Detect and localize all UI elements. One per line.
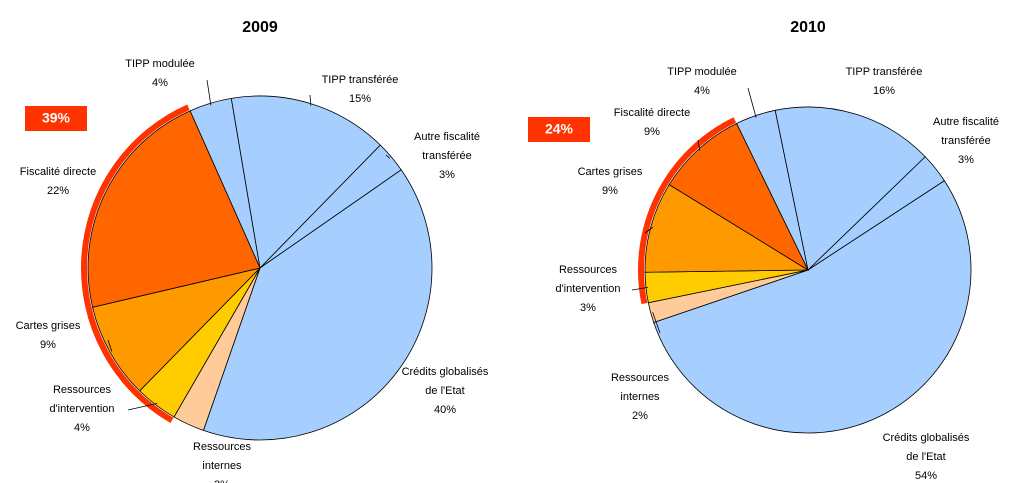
value-label: 4%: [694, 85, 710, 97]
slice-label: transférée: [422, 150, 472, 162]
highlight-arc: [81, 104, 190, 424]
slice-label: TIPP transférée: [846, 66, 923, 78]
slice-label: internes: [202, 460, 242, 472]
slice-label: Ressources: [53, 384, 112, 396]
slice-label: Autre fiscalité: [933, 116, 999, 128]
pie-slice: [230, 95, 381, 269]
slice-label: Crédits globalisés: [402, 366, 489, 378]
slice-label: Fiscalité directe: [614, 107, 690, 119]
chart-title: 2009: [242, 19, 278, 36]
slice-label: Crédits globalisés: [883, 432, 970, 444]
leader-line: [309, 94, 312, 106]
value-label: 22%: [47, 185, 69, 197]
slice-label: Cartes grises: [578, 166, 643, 178]
chart-title: 2010: [790, 19, 826, 36]
value-label: 9%: [644, 126, 660, 138]
value-label: 54%: [915, 470, 937, 482]
pie-slice: [774, 106, 926, 271]
value-label: 3%: [439, 169, 455, 181]
slice-label: TIPP transférée: [322, 74, 399, 86]
slice-label: d'intervention: [49, 403, 114, 415]
slice-label: transférée: [941, 135, 991, 147]
slice-label: Cartes grises: [16, 320, 81, 332]
value-label: 40%: [434, 404, 456, 416]
slice-label: Ressources: [559, 264, 618, 276]
slice-label: de l'Etat: [425, 385, 464, 397]
value-label: 3%: [580, 302, 596, 314]
value-label: 16%: [873, 85, 895, 97]
leader-line: [652, 312, 661, 334]
pie-slice: [668, 122, 809, 272]
value-label: 4%: [74, 422, 90, 434]
leader-line: [644, 226, 654, 234]
leader-line: [631, 286, 649, 291]
pie-slice: [92, 267, 262, 392]
value-label: 3%: [214, 479, 230, 483]
slice-label: Fiscalité directe: [20, 166, 96, 178]
slice-label: Ressources: [193, 441, 252, 453]
pie-slice: [653, 180, 972, 434]
highlight-badge: [25, 106, 87, 131]
leader-line: [127, 403, 158, 411]
highlight-label: 24%: [545, 121, 574, 137]
value-label: 9%: [602, 185, 618, 197]
value-label: 15%: [349, 93, 371, 105]
slice-label: internes: [620, 391, 660, 403]
value-label: 4%: [152, 77, 168, 89]
pie-slice: [644, 184, 810, 273]
leader-line: [385, 154, 391, 159]
highlight-arc: [638, 117, 737, 305]
slice-label: Ressources: [611, 372, 670, 384]
slice-label: de l'Etat: [906, 451, 945, 463]
leader-line: [107, 339, 113, 352]
leader-line: [206, 79, 212, 106]
leader-line: [697, 139, 701, 151]
slice-label: d'intervention: [555, 283, 620, 295]
highlight-label: 39%: [42, 110, 71, 126]
slice-label: Autre fiscalité: [414, 131, 480, 143]
slice-label: TIPP modulée: [667, 66, 737, 78]
slice-label: TIPP modulée: [125, 58, 195, 70]
leader-line: [747, 87, 757, 118]
value-label: 2%: [632, 410, 648, 422]
pie-slice: [87, 110, 261, 308]
highlight-badge: [528, 117, 590, 142]
pie-slice: [202, 169, 433, 441]
value-label: 9%: [40, 339, 56, 351]
value-label: 3%: [958, 154, 974, 166]
